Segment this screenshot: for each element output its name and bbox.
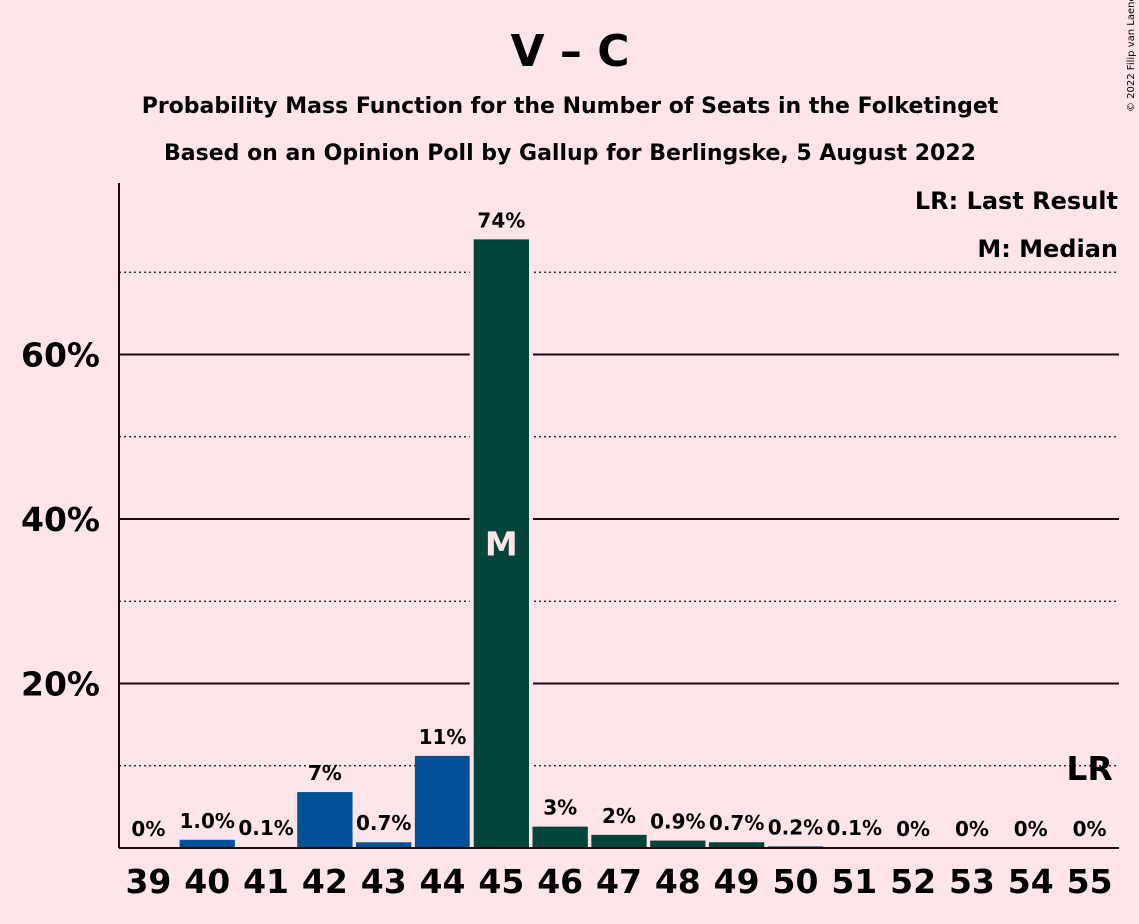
bar [356,842,412,848]
data-label: 2% [602,804,636,828]
x-tick-label: 42 [302,862,348,901]
x-tick-label: 47 [596,862,642,901]
y-tick-label: 40% [21,500,100,539]
bar [473,239,529,849]
bars [179,235,882,849]
data-label: 7% [308,761,342,785]
bar [591,834,647,848]
data-label: 0% [955,817,989,841]
bar [297,792,353,848]
data-label: 0.1% [238,816,293,840]
x-tick-labels: 39 40 41 42 43 44 45 46 47 48 49 50 51 52 53 54 55 [125,862,1112,901]
median-marker: M [485,525,518,564]
y-tick-label: 60% [21,336,100,375]
legend-median: M: Median [977,235,1118,263]
data-label: 11% [419,725,467,749]
x-tick-label: 53 [949,862,995,901]
copyright-text: © 2022 Filip van Laenen [1126,0,1137,112]
data-label: 0.7% [709,811,764,835]
x-tick-label: 40 [184,862,230,901]
data-label: 0% [1073,817,1107,841]
data-label: 74% [477,208,525,232]
last-result-marker: LR [1066,749,1112,788]
chart-subtitle-2: Based on an Opinion Poll by Gallup for B… [164,141,976,166]
legend-last-result: LR: Last Result [915,187,1118,215]
grid-lines [119,271,1119,767]
x-tick-label: 46 [537,862,583,901]
data-label: 0% [1014,817,1048,841]
data-label: 0.9% [650,810,705,834]
x-tick-label: 51 [831,862,877,901]
data-label: 0.1% [827,816,882,840]
x-tick-label: 44 [420,862,466,901]
x-tick-label: 50 [773,862,819,901]
bar [532,826,588,848]
bar [650,840,706,848]
data-label: 1.0% [180,809,235,833]
y-tick-labels: 20% 40% 60% [21,336,100,704]
x-tick-label: 54 [1008,862,1054,901]
data-label: 0% [896,817,930,841]
x-tick-label: 45 [478,862,524,901]
data-label: 0.7% [356,811,411,835]
x-tick-label: 55 [1067,862,1113,901]
chart-title: V – C [511,26,630,77]
x-tick-label: 48 [655,862,701,901]
x-tick-label: 49 [714,862,760,901]
data-label: 3% [543,796,577,820]
bar [709,842,765,848]
x-tick-label: 52 [890,862,936,901]
x-tick-label: 41 [243,862,289,901]
x-tick-label: 39 [125,862,171,901]
data-labels: 0% 1.0% 0.1%7%0.7%11%74%3% 2% 0.9% 0.7% 0.2% 0.… [131,208,1112,841]
x-tick-label: 43 [361,862,407,901]
data-label: 0% [131,817,165,841]
data-label: 0.2% [768,815,823,839]
bar [414,755,471,848]
bar [179,839,235,848]
y-tick-label: 20% [21,665,100,704]
chart-subtitle-1: Probability Mass Function for the Number… [142,94,999,119]
